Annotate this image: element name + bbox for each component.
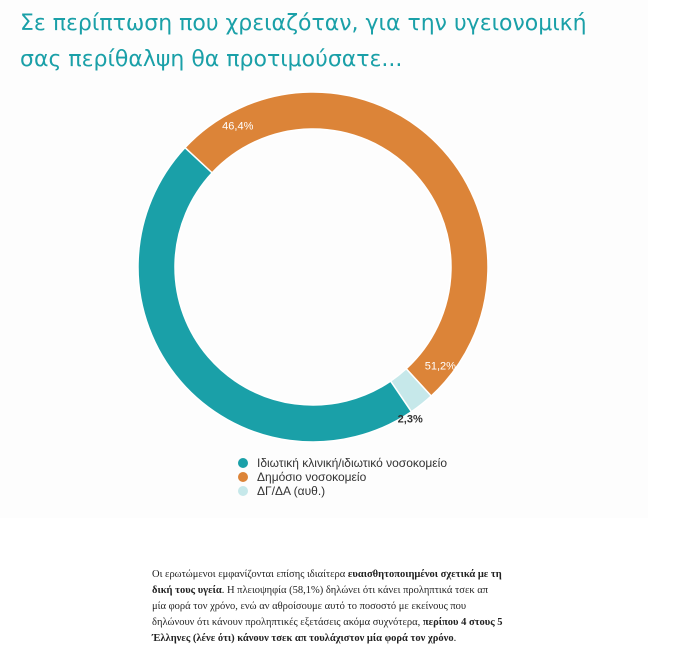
article-bold-text: ευαισθητοποιημένοι σχετικά με τη δική το…	[152, 568, 502, 596]
chart-legend: Ιδιωτική κλινική/ιδιωτικό νοσοκομείο Δημ…	[238, 456, 447, 498]
article-text: Οι ερωτώμενοι εμφανίζονται επίσης ιδιαίτ…	[152, 568, 348, 580]
data-label: 2,3%	[398, 413, 423, 425]
article-bold-text: περίπου 4 στους 5 Έλληνες (λένε ότι) κάν…	[152, 616, 503, 644]
legend-item-private: Ιδιωτική κλινική/ιδιωτικό νοσοκομείο	[238, 456, 447, 470]
legend-item-dk-na: ΔΓ/ΔΑ (αυθ.)	[238, 484, 447, 498]
article-paragraph: Οι ερωτώμενοι εμφανίζονται επίσης ιδιαίτ…	[152, 567, 504, 647]
article-text: .	[453, 632, 457, 644]
donut-chart: 46,4% 51,2% 2,3%	[137, 91, 489, 443]
legend-label: ΔΓ/ΔΑ (αυθ.)	[257, 484, 326, 498]
data-label: 46,4%	[222, 121, 253, 133]
legend-label: Δημόσιο νοσοκομείο	[257, 470, 367, 484]
data-label: 51,2%	[425, 360, 456, 372]
legend-label: Ιδιωτική κλινική/ιδιωτικό νοσοκομείο	[257, 456, 447, 470]
chart-title: Σε περίπτωση που χρειαζόταν, για την υγε…	[20, 11, 587, 72]
legend-item-public: Δημόσιο νοσοκομείο	[238, 470, 447, 484]
article-text: . Η πλειοψηφία (58,1%) δηλώνει ότι κάνει…	[152, 584, 489, 628]
donut-slice	[183, 91, 489, 398]
donut-slice	[137, 146, 413, 443]
legend-swatch	[238, 472, 248, 482]
legend-swatch	[238, 458, 248, 468]
legend-swatch	[238, 486, 248, 496]
